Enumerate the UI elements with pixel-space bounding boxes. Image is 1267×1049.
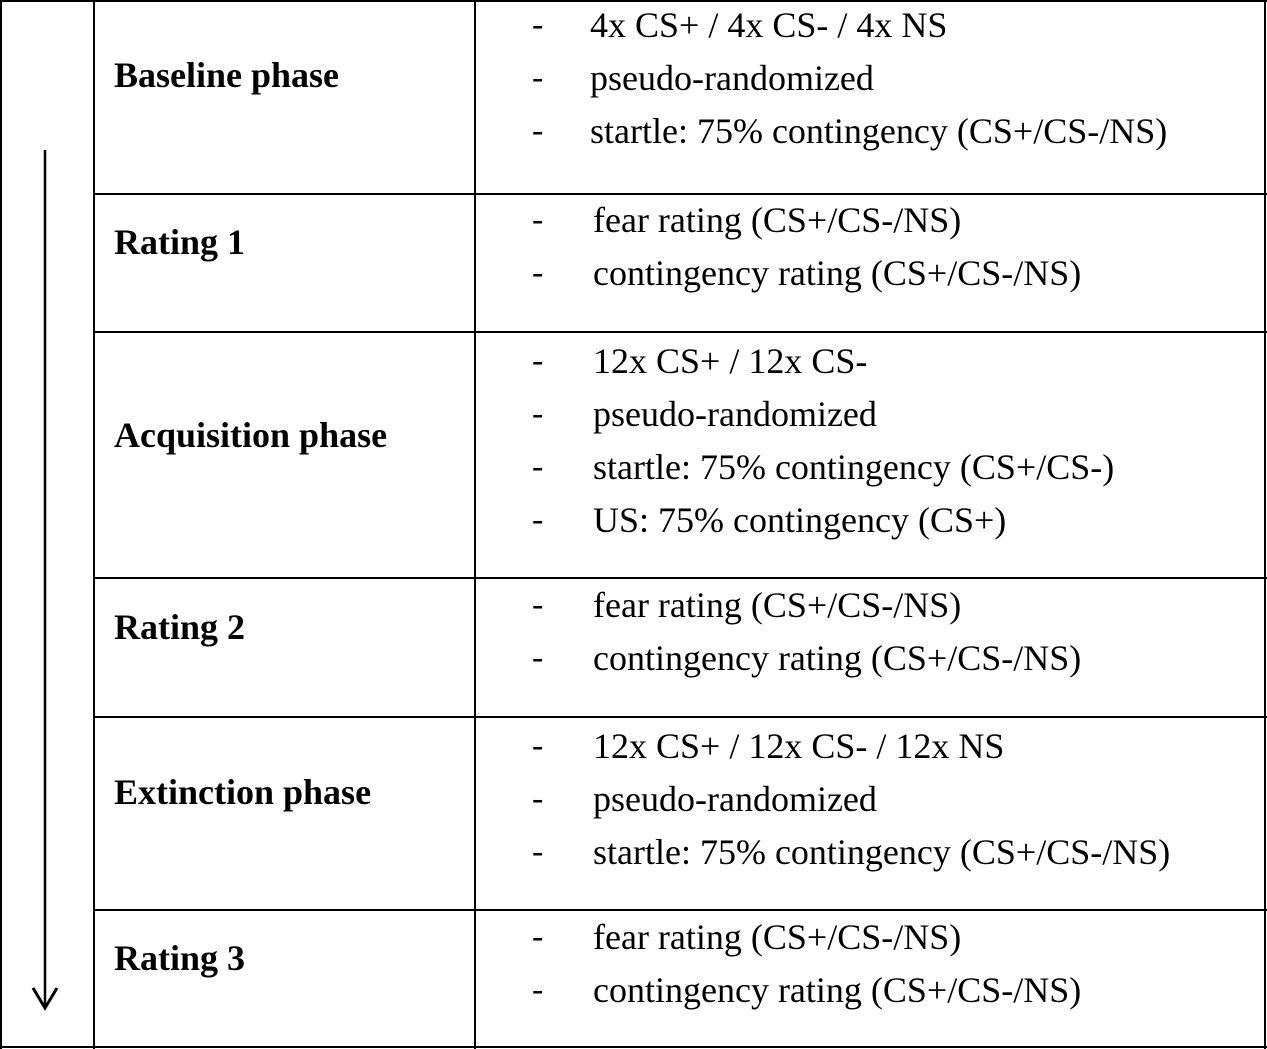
protocol-item: startle: 75% contingency (CS+/CS-/NS) <box>590 111 1168 151</box>
bullet-marker: - <box>532 971 544 1008</box>
bullet-marker: - <box>532 448 544 485</box>
bullet-marker: - <box>532 833 544 870</box>
protocol-item: startle: 75% contingency (CS+/CS-) <box>593 447 1115 487</box>
phase-label: Rating 2 <box>114 607 246 647</box>
phase-label: Acquisition phase <box>114 415 388 455</box>
protocol-item: pseudo-randomized <box>593 394 877 434</box>
protocol-item: pseudo-randomized <box>590 58 874 98</box>
outer-border-left <box>0 0 2 1049</box>
phase-label: Rating 1 <box>114 222 246 262</box>
row-divider <box>93 331 1267 333</box>
timeline-arrow-icon <box>31 150 59 1011</box>
protocol-item: contingency rating (CS+/CS-/NS) <box>593 638 1082 678</box>
column-divider-2 <box>474 0 476 1049</box>
protocol-item: US: 75% contingency (CS+) <box>593 500 1007 540</box>
phase-label: Rating 3 <box>114 938 246 978</box>
row-divider <box>93 909 1267 911</box>
bullet-marker: - <box>532 727 544 764</box>
row-divider <box>93 193 1267 195</box>
protocol-item: contingency rating (CS+/CS-/NS) <box>593 970 1082 1010</box>
protocol-item: pseudo-randomized <box>593 779 877 819</box>
row-divider <box>93 577 1267 579</box>
bullet-marker: - <box>532 780 544 817</box>
row-divider <box>93 716 1267 718</box>
bullet-marker: - <box>532 639 544 676</box>
bullet-marker: - <box>532 395 544 432</box>
bullet-marker: - <box>532 918 544 955</box>
outer-border-top <box>0 0 1267 2</box>
protocol-item: fear rating (CS+/CS-/NS) <box>593 917 962 957</box>
protocol-item: fear rating (CS+/CS-/NS) <box>593 200 962 240</box>
outer-border-bottom <box>0 1046 1267 1048</box>
bullet-marker: - <box>532 501 544 538</box>
protocol-item: startle: 75% contingency (CS+/CS-/NS) <box>593 832 1171 872</box>
protocol-item: contingency rating (CS+/CS-/NS) <box>593 253 1082 293</box>
bullet-marker: - <box>532 254 544 291</box>
phase-label: Extinction phase <box>114 772 372 812</box>
outer-border-right <box>1264 0 1266 1049</box>
bullet-marker: - <box>532 586 544 623</box>
bullet-marker: - <box>532 6 544 43</box>
column-divider-1 <box>93 0 95 1049</box>
phase-label: Baseline phase <box>114 55 340 95</box>
protocol-item: 4x CS+ / 4x CS- / 4x NS <box>590 5 948 45</box>
protocol-item: 12x CS+ / 12x CS- / 12x NS <box>593 726 1005 766</box>
bullet-marker: - <box>532 112 544 149</box>
bullet-marker: - <box>532 342 544 379</box>
protocol-item: fear rating (CS+/CS-/NS) <box>593 585 962 625</box>
bullet-marker: - <box>532 59 544 96</box>
protocol-item: 12x CS+ / 12x CS- <box>593 341 868 381</box>
bullet-marker: - <box>532 201 544 238</box>
